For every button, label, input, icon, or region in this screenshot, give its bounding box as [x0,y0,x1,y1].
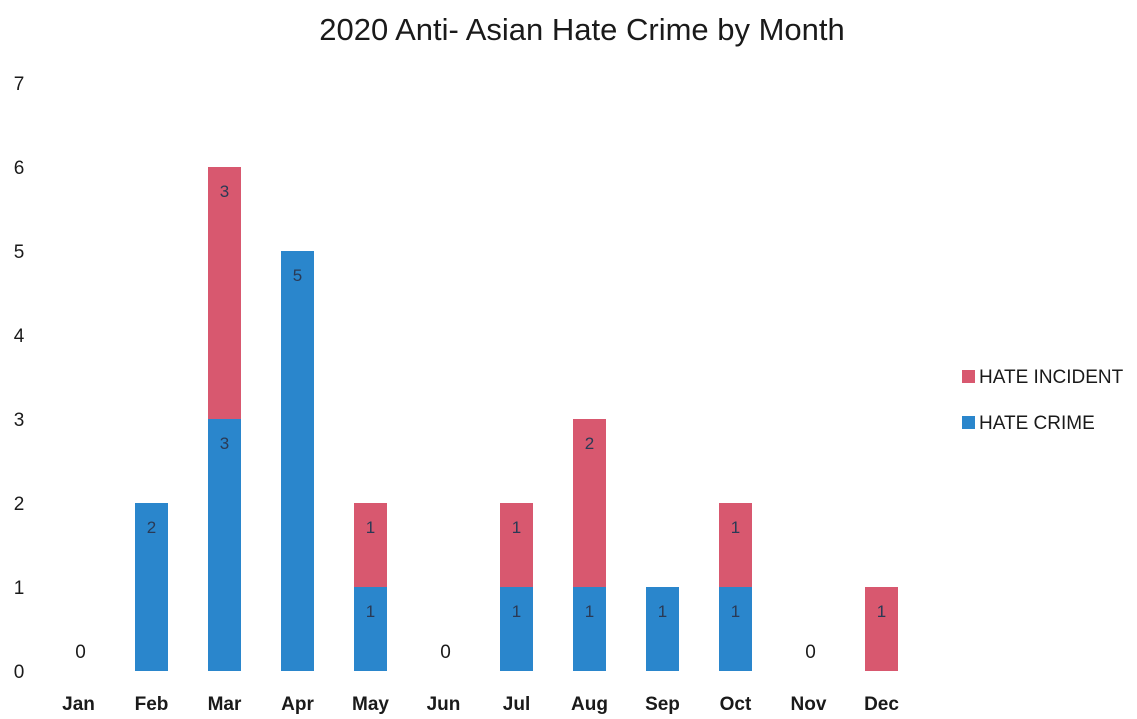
bar-hate-crime [719,587,752,671]
x-tick-label: Mar [208,694,242,715]
legend-label: HATE CRIME [979,413,1095,434]
data-label: 3 [220,182,229,201]
x-tick-label: May [352,694,389,715]
x-tick-label: Aug [571,694,608,715]
bar-hate-crime [500,587,533,671]
bar-hate-crime [281,251,314,671]
legend: HATE INCIDENT HATE CRIME [962,367,1124,434]
y-tick-label: 3 [14,410,25,431]
y-tick-label: 1 [14,578,25,599]
bar-hate-incident [500,503,533,587]
data-label: 1 [366,602,375,621]
zero-data-label: 0 [75,642,86,663]
bar-hate-incident [719,503,752,587]
x-tick-label: Jul [503,694,530,715]
zero-data-label: 0 [440,642,451,663]
bars [135,167,898,671]
data-label: 1 [731,602,740,621]
x-tick-label: Jun [427,694,461,715]
data-label: 1 [585,602,594,621]
legend-swatch [962,416,975,429]
data-label: 5 [293,266,302,285]
legend-label: HATE INCIDENT [979,367,1124,388]
data-label: 1 [512,602,521,621]
x-axis: Jan Feb Mar Apr May Jun Jul Aug Sep Oct Nov Dec [62,694,899,715]
data-label: 3 [220,434,229,453]
bar-hate-incident [354,503,387,587]
data-labels: 0 2 3 3 5 1 1 0 1 1 1 2 1 1 1 0 1 [75,182,886,663]
y-tick-label: 0 [14,662,25,683]
x-tick-label: Apr [281,694,314,715]
bar-hate-crime [646,587,679,671]
bar-hate-crime [354,587,387,671]
bar-hate-incident [865,587,898,671]
data-label: 1 [512,518,521,537]
y-tick-label: 5 [14,242,25,263]
zero-data-label: 0 [805,642,816,663]
x-tick-label: Jan [62,694,95,715]
x-tick-label: Sep [645,694,680,715]
y-tick-label: 6 [14,158,25,179]
x-tick-label: Feb [135,694,169,715]
data-label: 1 [877,602,886,621]
x-tick-label: Dec [864,694,899,715]
bar-hate-crime [135,503,168,671]
data-label: 1 [366,518,375,537]
bar-hate-incident [573,419,606,587]
data-label: 1 [658,602,667,621]
legend-swatch [962,370,975,383]
y-axis: 0 1 2 3 4 5 6 7 [14,74,25,683]
y-tick-label: 7 [14,74,25,95]
y-tick-label: 4 [14,326,25,347]
data-label: 2 [147,518,156,537]
bar-hate-crime [208,419,241,671]
data-label: 2 [585,434,594,453]
bar-hate-incident [208,167,241,419]
x-tick-label: Nov [791,694,827,715]
bar-hate-crime [573,587,606,671]
x-tick-label: Oct [720,694,752,715]
data-label: 1 [731,518,740,537]
chart-title: 2020 Anti- Asian Hate Crime by Month [319,12,845,47]
y-tick-label: 2 [14,494,25,515]
